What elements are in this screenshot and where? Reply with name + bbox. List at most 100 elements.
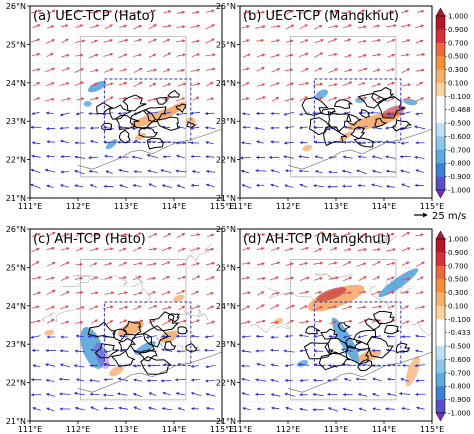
lon-tick-label: 114°E — [162, 425, 186, 434]
colorbar-segment — [436, 359, 445, 374]
colorbar-segment — [436, 163, 445, 177]
colorbar-tick-label: -0.433 — [448, 329, 471, 337]
lon-tick-label: 115°E — [420, 202, 444, 211]
colorbar-segment — [436, 123, 445, 137]
wind-vectors — [30, 9, 216, 189]
map-panel: 111°E 112°E 113°E 114°E 115°E 21°N 22°N 23°N 24°… — [216, 2, 444, 211]
panel-title: (b) UEC-TCP (Mangkhut) — [243, 9, 399, 24]
panel-title: (d) AH-TCP (Mangkhut) — [243, 232, 391, 247]
lat-tick-label: 21°N — [6, 194, 26, 203]
lon-tick-label: 113°E — [324, 202, 348, 211]
lat-tick-label: 21°N — [216, 194, 236, 203]
colorbar-segment — [436, 82, 445, 97]
colorbar-tick-label: -1.000 — [448, 187, 471, 195]
lat-tick-label: 24°N — [6, 302, 26, 311]
colorbar-tick-label: 0.100 — [448, 79, 468, 87]
lon-tick-label: 115°E — [210, 425, 234, 434]
lat-tick-label: 23°N — [216, 340, 236, 349]
colorbar-segment — [436, 265, 445, 280]
colorbar-segment — [436, 239, 445, 253]
lon-tick-label: 112°E — [276, 202, 300, 211]
lat-tick-label: 25°N — [216, 263, 236, 272]
lat-tick-label: 22°N — [6, 379, 26, 388]
urban-contours — [96, 89, 198, 150]
lon-tick-label: 111°E — [18, 425, 42, 434]
colorbar-tick-label: 0.700 — [448, 262, 468, 270]
subdomain-box — [103, 78, 192, 143]
nested-domain-box — [80, 259, 187, 401]
lat-tick-label: 26°N — [6, 225, 26, 234]
lon-tick-label: 112°E — [276, 425, 300, 434]
wind-vectors — [240, 9, 426, 189]
reference-label: 25 m/s — [432, 211, 466, 222]
lat-tick-label: 23°N — [216, 117, 236, 126]
colorbar-segment — [436, 56, 445, 70]
colorbar-tick-label: 1.000 — [448, 236, 468, 244]
colorbar-segment — [436, 96, 445, 110]
colorbar-segment — [436, 252, 445, 267]
colorbar-segment — [436, 292, 445, 307]
lat-tick-label: 24°N — [216, 79, 236, 88]
colorbar-tick-label: 0.500 — [448, 53, 468, 61]
lon-tick-label: 114°E — [372, 202, 396, 211]
colorbar-segment — [436, 136, 445, 151]
lat-tick-label: 26°N — [216, 2, 236, 11]
lon-tick-label: 111°E — [228, 202, 252, 211]
colorbar-tick-label: 0.900 — [448, 26, 468, 34]
colorbar-segment — [436, 69, 445, 84]
lat-tick-label: 22°N — [216, 156, 236, 165]
lat-tick-label: 23°N — [6, 340, 26, 349]
map-panel: 111°E 112°E 113°E 114°E 115°E21°N22°N23°N24°… — [6, 225, 234, 434]
lat-tick-label: 26°N — [216, 225, 236, 234]
colorbar-top-arrow — [435, 7, 446, 17]
colorbar-segment — [436, 42, 445, 57]
lat-tick-label: 24°N — [216, 302, 236, 311]
lat-tick-label: 25°N — [216, 40, 236, 49]
lon-tick-label: 113°E — [114, 202, 138, 211]
subdomain-box — [313, 78, 402, 143]
colorbar-segment — [436, 109, 445, 124]
urban-contours — [303, 310, 411, 372]
colorbar-tick-label: 0.300 — [448, 289, 468, 297]
lat-tick-label: 25°N — [6, 263, 26, 272]
wind-vectors — [240, 231, 426, 412]
lon-tick-label: 113°E — [324, 425, 348, 434]
colorbar-segment — [436, 319, 445, 333]
lat-tick-label: 25°N — [6, 40, 26, 49]
colorbar-tick-label: -0.500 — [448, 120, 471, 128]
colorbar-segment — [436, 279, 445, 293]
colorbar-tick-label: -1.000 — [448, 410, 471, 418]
colorbar-tick-label: 0.700 — [448, 39, 468, 47]
lon-tick-label: 111°E — [228, 425, 252, 434]
map-panel: 111°E 112°E 113°E 114°E 115°E21°N22°N23°N24°… — [6, 2, 234, 211]
colorbar-tick-label: -0.700 — [448, 146, 471, 154]
colorbar-tick-label: 0.100 — [448, 302, 468, 310]
subdomain-box — [103, 301, 192, 366]
lon-tick-label: 111°E — [18, 202, 42, 211]
colorbar-segment — [436, 149, 445, 164]
colorbar-tick-label: -0.100 — [448, 316, 471, 324]
coastline — [287, 351, 432, 393]
colorbar-tick-label: -0.700 — [448, 369, 471, 377]
lat-tick-label: 26°N — [6, 2, 26, 11]
lat-tick-label: 24°N — [6, 79, 26, 88]
colorbar-tick-label: 0.500 — [448, 276, 468, 284]
colorbar-segment — [436, 305, 445, 320]
lon-tick-label: 114°E — [162, 202, 186, 211]
lat-tick-label: 23°N — [6, 117, 26, 126]
lon-tick-label: 112°E — [66, 202, 90, 211]
lat-tick-label: 21°N — [6, 417, 26, 426]
colorbar-segment — [436, 372, 445, 387]
lat-tick-label: 22°N — [216, 379, 236, 388]
colorbar-tick-label: -0.600 — [448, 133, 471, 141]
panel-title: (a) UEC-TCP (Hato) — [33, 9, 155, 24]
colorbar: 1.000 0.900 0.700 0.500 0.300 0.100 -0.100 -0.4… — [435, 230, 471, 422]
colorbar-bottom-arrow — [435, 412, 446, 422]
colorbar-segment — [436, 29, 445, 44]
lon-tick-label: 115°E — [420, 425, 444, 434]
lon-tick-label: 112°E — [66, 425, 90, 434]
colorbar-tick-label: 0.900 — [448, 249, 468, 257]
colorbar-segment — [436, 386, 445, 400]
colorbar-segment — [436, 399, 445, 414]
